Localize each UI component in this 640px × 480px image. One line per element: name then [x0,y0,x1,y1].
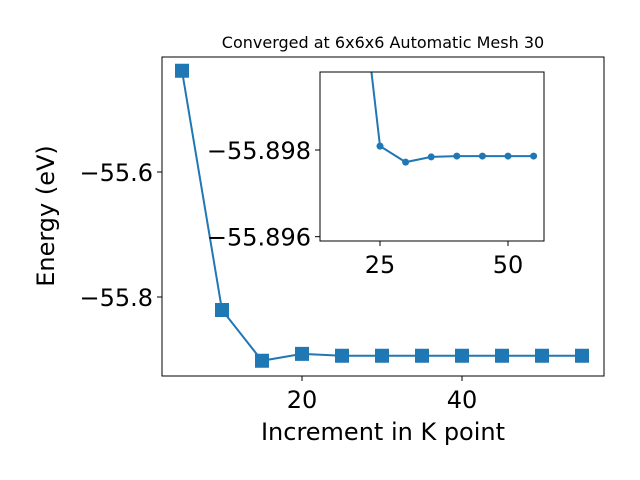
data-point [504,152,512,160]
y-tick-label: −55.898 [207,137,311,165]
data-point [415,348,429,363]
data-point [575,348,589,363]
data-point [215,303,229,317]
x-tick-label: 20 [287,386,318,414]
data-point [295,346,309,361]
data-point [175,63,189,78]
x-tick-label: 50 [493,251,524,279]
chart-title: Converged at 6x6x6 Automatic Mesh 30 [222,33,544,52]
y-axis-label: Energy (eV) [32,145,60,287]
data-point [402,158,410,166]
plot-clip [370,72,538,166]
y-tick-label: −55.6 [79,159,153,187]
data-point [375,348,389,363]
x-tick-label: 40 [447,386,478,414]
plot-clip [175,63,589,368]
x-axis-label: Increment in K point [261,418,505,446]
y-tick-label: −55.8 [79,284,153,312]
data-point [535,348,549,363]
data-point [376,142,384,150]
x-tick-label: 25 [365,251,396,279]
axes-frame [319,71,545,242]
axes-frame [161,56,605,377]
y-tick-label: −55.896 [207,224,311,252]
data-point [530,152,538,160]
data-point [455,348,469,363]
data-line [370,72,534,164]
data-point [335,348,349,363]
data-point [453,152,461,160]
data-point [495,348,509,363]
data-point [478,152,486,160]
data-point [427,153,435,161]
data-point [255,353,269,368]
